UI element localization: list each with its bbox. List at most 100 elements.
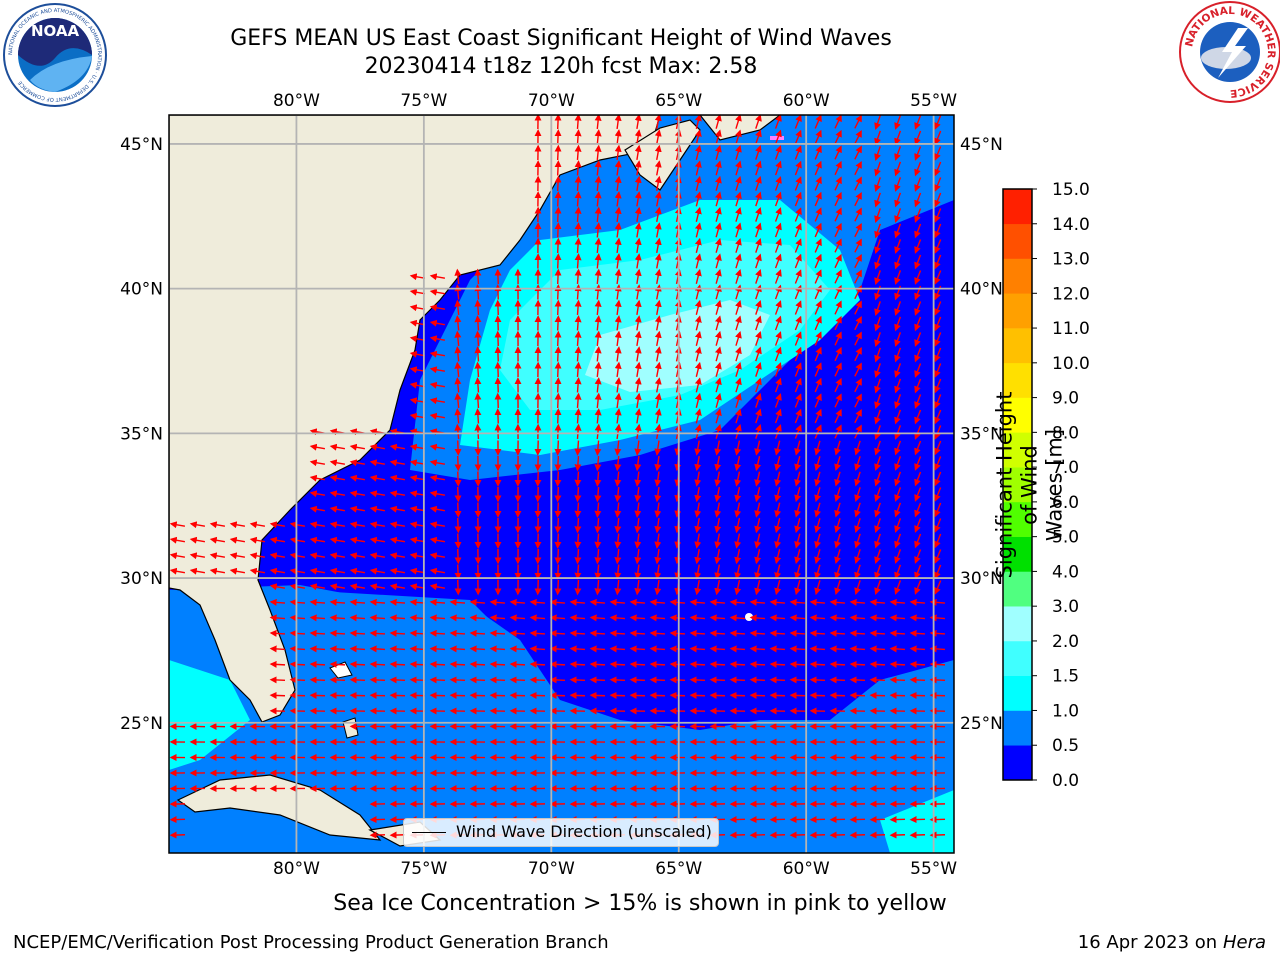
arrow-1096 bbox=[869, 691, 886, 699]
arrow-443 bbox=[755, 393, 762, 408]
arrow-470 bbox=[755, 408, 762, 424]
arrow-393 bbox=[834, 362, 842, 377]
arrow-341 bbox=[874, 332, 881, 347]
arrow-656 bbox=[634, 502, 642, 518]
arrow-786 bbox=[894, 549, 902, 564]
arrow-969 bbox=[369, 645, 386, 653]
arrow-900 bbox=[349, 614, 366, 622]
arrow-903 bbox=[409, 614, 426, 622]
arrow-285 bbox=[834, 300, 842, 315]
arrow-282 bbox=[774, 300, 782, 315]
arrow-702 bbox=[774, 518, 782, 534]
arrow-573 bbox=[894, 456, 902, 471]
arrow-1048 bbox=[589, 676, 606, 684]
arrow-918 bbox=[709, 614, 726, 622]
arrow-298 bbox=[554, 315, 562, 331]
arrow-694 bbox=[614, 517, 622, 534]
arrow-558 bbox=[594, 455, 602, 472]
arrow-1006 bbox=[429, 660, 446, 668]
map-legend: Wind Wave Direction (unscaled) bbox=[403, 818, 719, 847]
arrow-394 bbox=[854, 362, 862, 377]
arrow-686 bbox=[454, 517, 462, 534]
arrow-734 bbox=[634, 533, 642, 549]
arrow-546 bbox=[349, 459, 366, 467]
arrow-571 bbox=[854, 456, 861, 471]
arrow-27 bbox=[654, 129, 662, 145]
arrow-606 bbox=[914, 471, 922, 487]
arrow-610 bbox=[349, 490, 366, 498]
arrow-448 bbox=[854, 393, 862, 408]
arrow-1020 bbox=[709, 660, 726, 668]
arrow-910 bbox=[549, 614, 566, 622]
arrow-354 bbox=[594, 346, 602, 362]
arrow-527 bbox=[614, 440, 622, 456]
arrow-740 bbox=[754, 533, 762, 549]
arrow-1055 bbox=[729, 676, 746, 684]
arrow-122 bbox=[874, 192, 881, 208]
arrow-1053 bbox=[689, 676, 706, 684]
lon-ticks-top: 80°W 75°W 70°W 65°W 60°W 55°W bbox=[273, 91, 957, 111]
arrow-1390 bbox=[369, 831, 386, 839]
arrow-310 bbox=[794, 315, 802, 331]
arrow-708 bbox=[894, 518, 902, 533]
arrow-111 bbox=[654, 191, 662, 207]
arrow-314 bbox=[874, 316, 881, 332]
arrow-788 bbox=[934, 549, 942, 564]
arrow-148 bbox=[554, 222, 562, 238]
arrow-565 bbox=[734, 456, 742, 472]
arrow-61 bbox=[914, 146, 922, 161]
arrow-746 bbox=[874, 533, 881, 549]
arrow-266 bbox=[454, 299, 462, 316]
arrow-753 bbox=[229, 552, 246, 560]
arrow-24 bbox=[594, 129, 602, 145]
arrow-559 bbox=[614, 455, 622, 472]
arrow-754 bbox=[249, 552, 266, 560]
arrow-636 bbox=[874, 487, 881, 502]
arrow-820 bbox=[794, 564, 802, 580]
arrow-153 bbox=[654, 222, 662, 238]
arrow-376 bbox=[494, 361, 502, 378]
colorbar-segment-9 bbox=[1003, 432, 1032, 468]
arrow-180 bbox=[774, 238, 782, 253]
arrow-370 bbox=[914, 347, 922, 363]
arrow-3 bbox=[594, 115, 602, 130]
arrow-837 bbox=[454, 579, 462, 596]
arrow-101 bbox=[874, 177, 881, 192]
arrow-380 bbox=[574, 361, 582, 378]
arrow-716 bbox=[269, 536, 286, 544]
arrow-31 bbox=[735, 129, 742, 145]
arrow-328 bbox=[614, 330, 622, 347]
arrow-923 bbox=[809, 614, 826, 622]
arrow-713 bbox=[209, 536, 226, 544]
arrow-625 bbox=[654, 486, 662, 503]
arrow-352 bbox=[554, 346, 562, 362]
arrow-374 bbox=[454, 361, 462, 378]
arrow-229 bbox=[794, 269, 802, 284]
arrow-131 bbox=[634, 206, 642, 223]
arrow-1412 bbox=[809, 831, 826, 839]
arrow-1016 bbox=[629, 660, 646, 668]
arrow-219 bbox=[594, 268, 602, 285]
arrow-267 bbox=[474, 299, 482, 316]
colorbar-tick-6: 9.0 bbox=[1052, 389, 1079, 409]
arrow-642 bbox=[349, 505, 366, 513]
arrow-790 bbox=[189, 567, 206, 575]
colorbar-tick-9: 6.0 bbox=[1052, 493, 1079, 513]
arrow-987 bbox=[729, 645, 746, 653]
arrow-23 bbox=[574, 129, 582, 145]
arrow-164 bbox=[874, 223, 881, 239]
arrow-1083 bbox=[609, 691, 626, 699]
arrow-1087 bbox=[689, 691, 706, 699]
arrow-980 bbox=[589, 645, 606, 653]
arrow-37 bbox=[854, 129, 862, 145]
arrow-961 bbox=[889, 629, 906, 637]
arrow-685 bbox=[429, 521, 446, 529]
arrow-161 bbox=[814, 222, 822, 238]
arrow-609 bbox=[329, 490, 346, 498]
arrow-386 bbox=[694, 361, 702, 377]
arrow-822 bbox=[834, 564, 841, 580]
arrow-758 bbox=[329, 552, 346, 560]
arrow-757 bbox=[309, 552, 326, 560]
colorbar-tick-4: 11.0 bbox=[1052, 319, 1090, 339]
arrow-566 bbox=[754, 456, 762, 472]
